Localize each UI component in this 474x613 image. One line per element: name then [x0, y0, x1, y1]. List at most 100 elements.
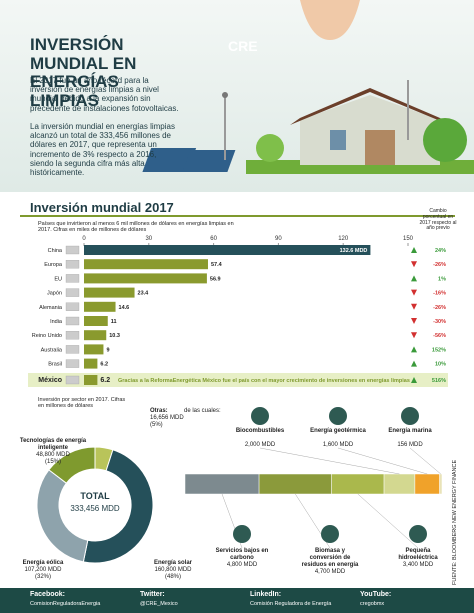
connector: [409, 447, 441, 475]
bar: [84, 358, 98, 369]
social-handle: @CRE_Mexico: [140, 601, 178, 607]
flag: [65, 331, 80, 340]
bar: [84, 375, 98, 385]
annotation: Gracias a la ReformaEnergética México fu…: [118, 378, 410, 384]
value-label: 6.2: [100, 362, 108, 368]
value-label: 10.3: [109, 333, 120, 339]
category-label: Energía solar: [153, 560, 192, 566]
flag: [65, 302, 80, 311]
category-label: China: [48, 248, 63, 254]
value-label: 56.9: [210, 276, 221, 282]
social-network: YouTube:: [360, 591, 392, 598]
category-label: Energía geotérmica: [310, 428, 366, 434]
flag: [65, 260, 80, 269]
bar: [84, 287, 135, 298]
logo: CRE: [228, 38, 258, 54]
category-label: India: [50, 319, 63, 325]
chart-title: Inversión por sector en 2017. Cifras en …: [38, 397, 126, 410]
flag: [65, 288, 80, 297]
category-label: Europa: [44, 262, 63, 268]
value-label: 6.2: [100, 377, 110, 384]
category-label: Servicios bajos en carbono: [215, 548, 269, 561]
flag: [65, 274, 80, 283]
bar: [84, 259, 208, 270]
change-label: -56%: [433, 333, 446, 339]
stacked-segment: [331, 473, 385, 495]
flag: [65, 316, 80, 326]
change-label: 152%: [432, 347, 446, 353]
change-label: -26%: [433, 262, 446, 268]
stacked-segment: [258, 473, 332, 495]
donut-slice: [36, 469, 89, 563]
percent-label: (5%): [150, 422, 163, 428]
change-arrow: [411, 332, 417, 339]
change-arrow: [411, 261, 417, 268]
flag: [65, 359, 80, 368]
value-label: 2,000 MDD: [244, 442, 276, 448]
change-label: -26%: [433, 305, 446, 311]
flag: [65, 245, 80, 255]
donut-slice: [48, 446, 96, 484]
category-label: Otras:: [150, 408, 168, 414]
change-arrow: [411, 247, 417, 253]
category-label: Australia: [41, 347, 63, 353]
change-arrow: [411, 377, 417, 383]
value-label: 156 MDD: [397, 442, 423, 448]
connector: [357, 493, 419, 549]
percent-label: (32%): [34, 574, 51, 580]
center-label: TOTAL: [80, 491, 110, 501]
value-label: 4,800 MDD: [226, 562, 258, 568]
value-label: 48,800 MDD: [36, 452, 70, 458]
paragraph: La inversión mundial en energías limpias…: [30, 122, 175, 177]
social-handle: Comisión Reguladora de Energía: [250, 601, 332, 607]
change-label: 516%: [432, 378, 446, 384]
x-tick-label: 120: [338, 236, 349, 242]
donut-slice: [82, 449, 154, 564]
category-label: Japón: [47, 291, 62, 297]
icon: [409, 525, 427, 543]
change-label: -30%: [433, 319, 446, 325]
percent-label: (15%): [44, 459, 61, 465]
change-arrow: [411, 303, 417, 310]
change-arrow: [411, 289, 417, 296]
change-arrow: [411, 360, 417, 367]
change-arrow: [411, 275, 417, 282]
bar: [84, 301, 116, 312]
icon: [329, 407, 347, 425]
change-label: 1%: [438, 276, 446, 282]
category-label: Energía eólica: [22, 560, 64, 566]
value-label: 16,656 MDD: [150, 415, 184, 421]
social-network: Facebook:: [30, 591, 66, 598]
illustration: [142, 0, 474, 174]
title: INVERSIÓN MUNDIAL EN ENERGÍAS LIMPIAS: [30, 35, 137, 111]
bar: [84, 330, 107, 341]
x-tick-label: 30: [145, 236, 152, 242]
social-handle: cregobmx: [360, 601, 385, 607]
source: FUENTE: BLOOMBERG NEW ENERGY FINANCE: [452, 459, 458, 585]
category-label: Pequeña hidroeléctrica: [398, 548, 438, 561]
value-label: 23.4: [138, 291, 150, 297]
change-arrow: [411, 346, 417, 353]
total-label: 333,456 MDD: [70, 504, 120, 513]
category-label: Alemania: [39, 305, 63, 311]
bar: [84, 316, 108, 326]
category-label: Reino Unido: [32, 333, 62, 339]
chart-subtitle: Países que invirtieron al menos 6 mil mi…: [38, 221, 234, 234]
change-label: -16%: [433, 291, 446, 297]
flag: [65, 345, 80, 354]
stacked-segment: [414, 473, 440, 495]
paragraph: El 2017 fue un año récord para la invers…: [30, 76, 179, 113]
stacked-segment: [383, 473, 416, 495]
value-label: 4,700 MDD: [314, 569, 346, 575]
chart-title: de las cuales:: [184, 408, 221, 414]
value-label: 14.6: [119, 305, 130, 311]
value-label: 1,600 MDD: [322, 442, 354, 448]
stacked-segment: [184, 473, 260, 495]
x-tick-label: 60: [210, 236, 217, 242]
social-network: Twitter:: [140, 591, 165, 598]
value-label: 160,800 MDD: [154, 567, 192, 573]
footer-bg: [0, 588, 474, 613]
change-title: Cambio porcentual en 2017 respecto al añ…: [419, 208, 457, 232]
value-label: 132.6 MDD: [340, 248, 368, 254]
